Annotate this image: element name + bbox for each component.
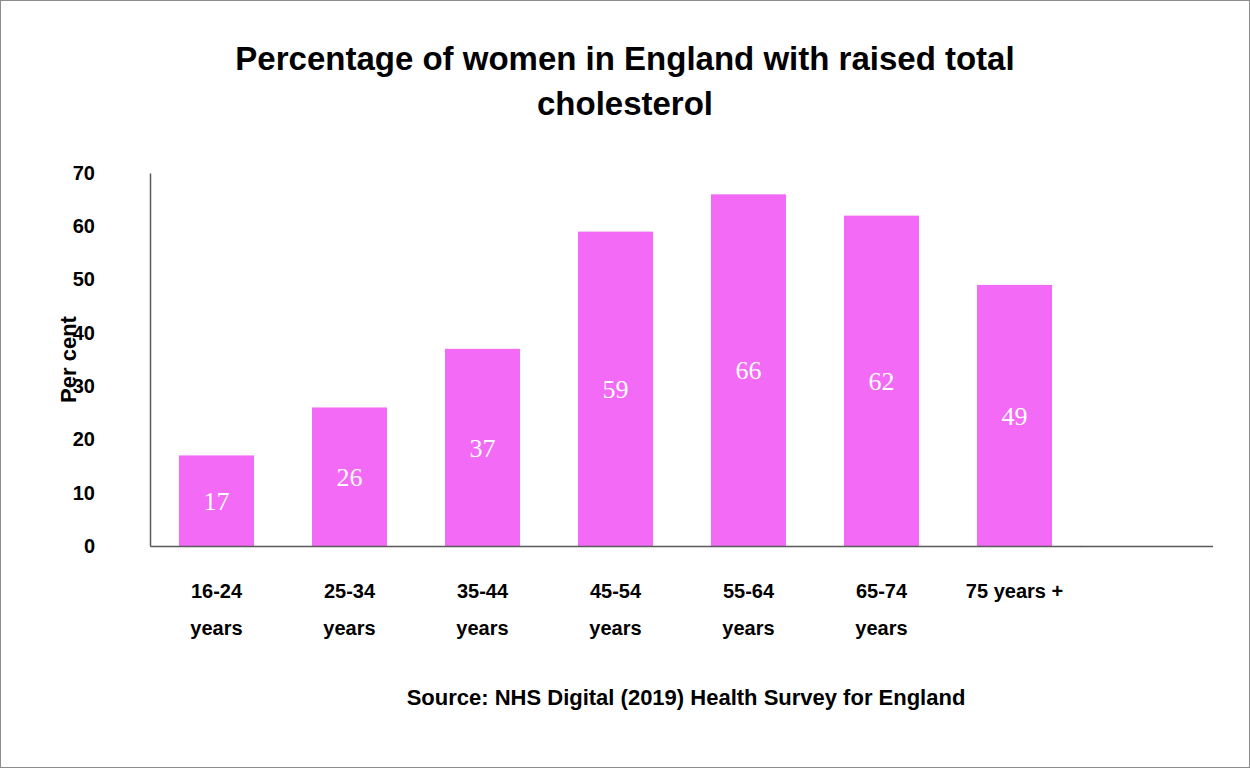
y-tick: 70: [73, 162, 150, 184]
x-tick-label: 25-34 years: [323, 580, 376, 639]
x-tick-label: 35-44 years: [456, 580, 509, 639]
x-tick-label: 16-24 years: [190, 580, 243, 639]
x-tick: 65-74 years: [855, 546, 908, 639]
bar: [578, 232, 653, 546]
text-line: Percentage of women in England with rais…: [235, 40, 1014, 77]
source-note: Source: NHS Digital (2019) Health Survey…: [407, 685, 966, 710]
y-tick-label: 20: [73, 428, 95, 450]
y-tick-label: 60: [73, 215, 95, 237]
data-label: 66: [736, 356, 762, 385]
text-line: years: [589, 617, 641, 639]
y-tick: 60: [73, 215, 150, 237]
x-tick: 45-54 years: [589, 546, 642, 639]
y-tick: 0: [84, 535, 150, 557]
y-axis: 0 10 20 30 40 50 60 70: [73, 162, 151, 557]
text-line: 75 years +: [966, 580, 1063, 602]
data-label: 49: [1002, 402, 1028, 431]
bar: [445, 349, 520, 546]
data-label: 59: [603, 375, 629, 404]
x-tick-label: 45-54 years: [589, 580, 642, 639]
x-tick: 55-64 years: [722, 546, 775, 639]
text-line: 55-64: [723, 580, 775, 602]
data-label: 17: [204, 487, 230, 516]
y-tick: 40: [73, 322, 150, 344]
y-tick-label: 0: [84, 535, 95, 557]
y-tick-label: 10: [73, 482, 95, 504]
y-tick: 10: [73, 482, 150, 504]
y-tick: 20: [73, 428, 150, 450]
y-tick-label: 70: [73, 162, 95, 184]
x-axis-line: [151, 546, 1082, 548]
x-axis: 16-24 years 25-34 years 35-44 years 45-54 years…: [151, 546, 1082, 639]
text-line: years: [722, 617, 774, 639]
text-line: 16-24: [191, 580, 243, 602]
y-axis-line: [150, 174, 152, 547]
chart-svg: Percentage of women in England with rais…: [0, 0, 1250, 768]
y-tick-label: 50: [73, 268, 95, 290]
x-tick: 25-34 years: [323, 546, 376, 639]
text-line: years: [456, 617, 508, 639]
data-label: 37: [470, 434, 496, 463]
y-tick: 30: [73, 375, 150, 397]
x-tick: 16-24 years: [190, 546, 243, 639]
x-axis-line-extension: [1081, 546, 1213, 548]
text-line: cholesterol: [537, 85, 713, 122]
text-line: years: [190, 617, 242, 639]
text-line: 35-44: [457, 580, 509, 602]
y-tick: 50: [73, 268, 150, 290]
x-tick-label: 55-64 years: [722, 580, 775, 639]
text-line: years: [323, 617, 375, 639]
text-line: 65-74: [856, 580, 908, 602]
chart-title: Percentage of women in England with rais…: [235, 40, 1014, 122]
x-tick: 75 years +: [966, 546, 1063, 602]
x-tick-label: 65-74 years: [855, 580, 908, 639]
text-line: 45-54: [590, 580, 642, 602]
text-line: 25-34: [324, 580, 376, 602]
x-tick-label: 75 years +: [966, 580, 1063, 602]
background: [1, 1, 1250, 768]
data-labels: 17 26 37 59 66 62 49: [204, 356, 1028, 516]
data-label: 62: [869, 367, 895, 396]
bar: [711, 194, 786, 546]
bars: [179, 194, 1052, 546]
bar: [977, 285, 1052, 546]
data-label: 26: [337, 463, 363, 492]
bar: [312, 407, 387, 546]
x-tick: 35-44 years: [456, 546, 509, 639]
text-line: years: [855, 617, 907, 639]
bar: [844, 216, 919, 546]
bar: [179, 455, 254, 546]
y-axis-title: Per cent: [56, 315, 81, 402]
